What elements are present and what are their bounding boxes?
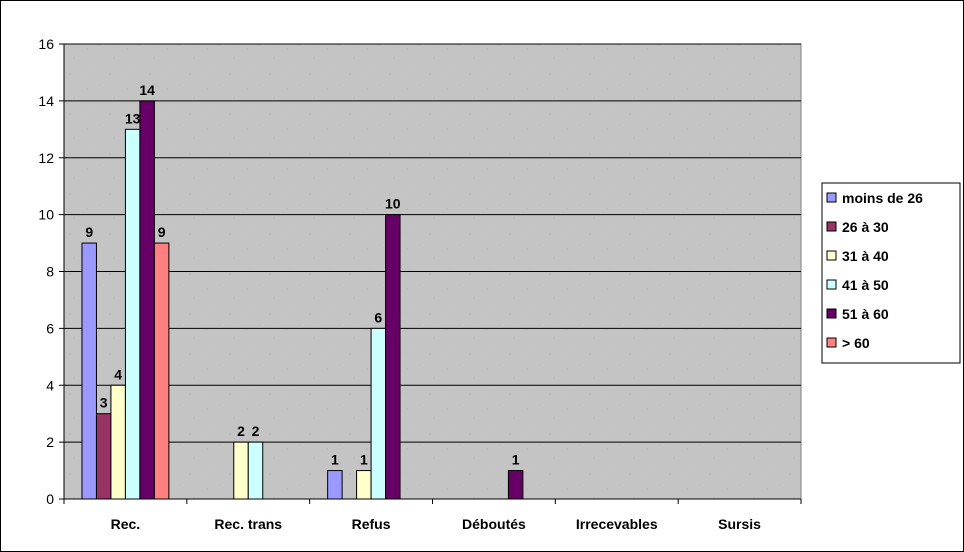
legend-label: 26 à 30 xyxy=(842,219,889,235)
y-tick-label: 4 xyxy=(46,377,54,393)
legend-swatch xyxy=(826,250,837,261)
y-tick-label: 10 xyxy=(38,207,54,223)
data-label: 14 xyxy=(139,82,155,98)
category-label: Déboutés xyxy=(462,516,526,532)
category-label: Irrecevables xyxy=(576,516,658,532)
bar xyxy=(356,470,372,500)
bar xyxy=(233,441,249,500)
y-tick-label: 14 xyxy=(38,93,54,109)
category-label: Rec. trans xyxy=(214,516,282,532)
data-label: 2 xyxy=(237,423,245,439)
legend-swatch xyxy=(826,337,837,348)
y-tick-label: 6 xyxy=(46,320,54,336)
legend-label: > 60 xyxy=(842,335,870,351)
bar xyxy=(139,100,155,500)
legend-swatch xyxy=(826,279,837,290)
data-label: 10 xyxy=(385,196,401,212)
bar xyxy=(385,214,401,500)
data-label: 1 xyxy=(360,452,368,468)
bar xyxy=(370,327,387,500)
bar xyxy=(327,470,343,500)
data-label: 4 xyxy=(114,366,122,382)
bar xyxy=(81,242,97,500)
data-label: 3 xyxy=(100,395,108,411)
bar xyxy=(124,128,141,500)
data-label: 1 xyxy=(331,452,339,468)
bar xyxy=(95,413,112,500)
legend-label: moins de 26 xyxy=(842,190,923,206)
data-label: 6 xyxy=(374,309,382,325)
category-label: Refus xyxy=(352,516,391,532)
legend-swatch xyxy=(826,221,837,232)
legend-swatch xyxy=(826,192,837,203)
category-label: Sursis xyxy=(718,516,761,532)
bar xyxy=(110,384,126,500)
legend-label: 41 à 50 xyxy=(842,277,889,293)
y-tick-label: 0 xyxy=(46,491,54,507)
legend-label: 51 à 60 xyxy=(842,306,889,322)
y-tick-label: 2 xyxy=(46,434,54,450)
y-tick-label: 12 xyxy=(38,150,54,166)
y-tick-label: 8 xyxy=(46,264,54,280)
y-tick-label: 16 xyxy=(38,36,54,52)
data-label: 9 xyxy=(158,224,166,240)
legend-box xyxy=(821,182,961,364)
legend-swatch xyxy=(826,308,837,319)
bar xyxy=(507,470,524,500)
data-label: 2 xyxy=(252,423,260,439)
legend-label: 31 à 40 xyxy=(842,248,889,264)
data-label: 9 xyxy=(85,224,93,240)
data-label: 13 xyxy=(125,110,141,126)
category-label: Rec. xyxy=(111,516,141,532)
bar xyxy=(247,441,264,500)
data-label: 1 xyxy=(512,452,520,468)
bar xyxy=(153,242,170,500)
